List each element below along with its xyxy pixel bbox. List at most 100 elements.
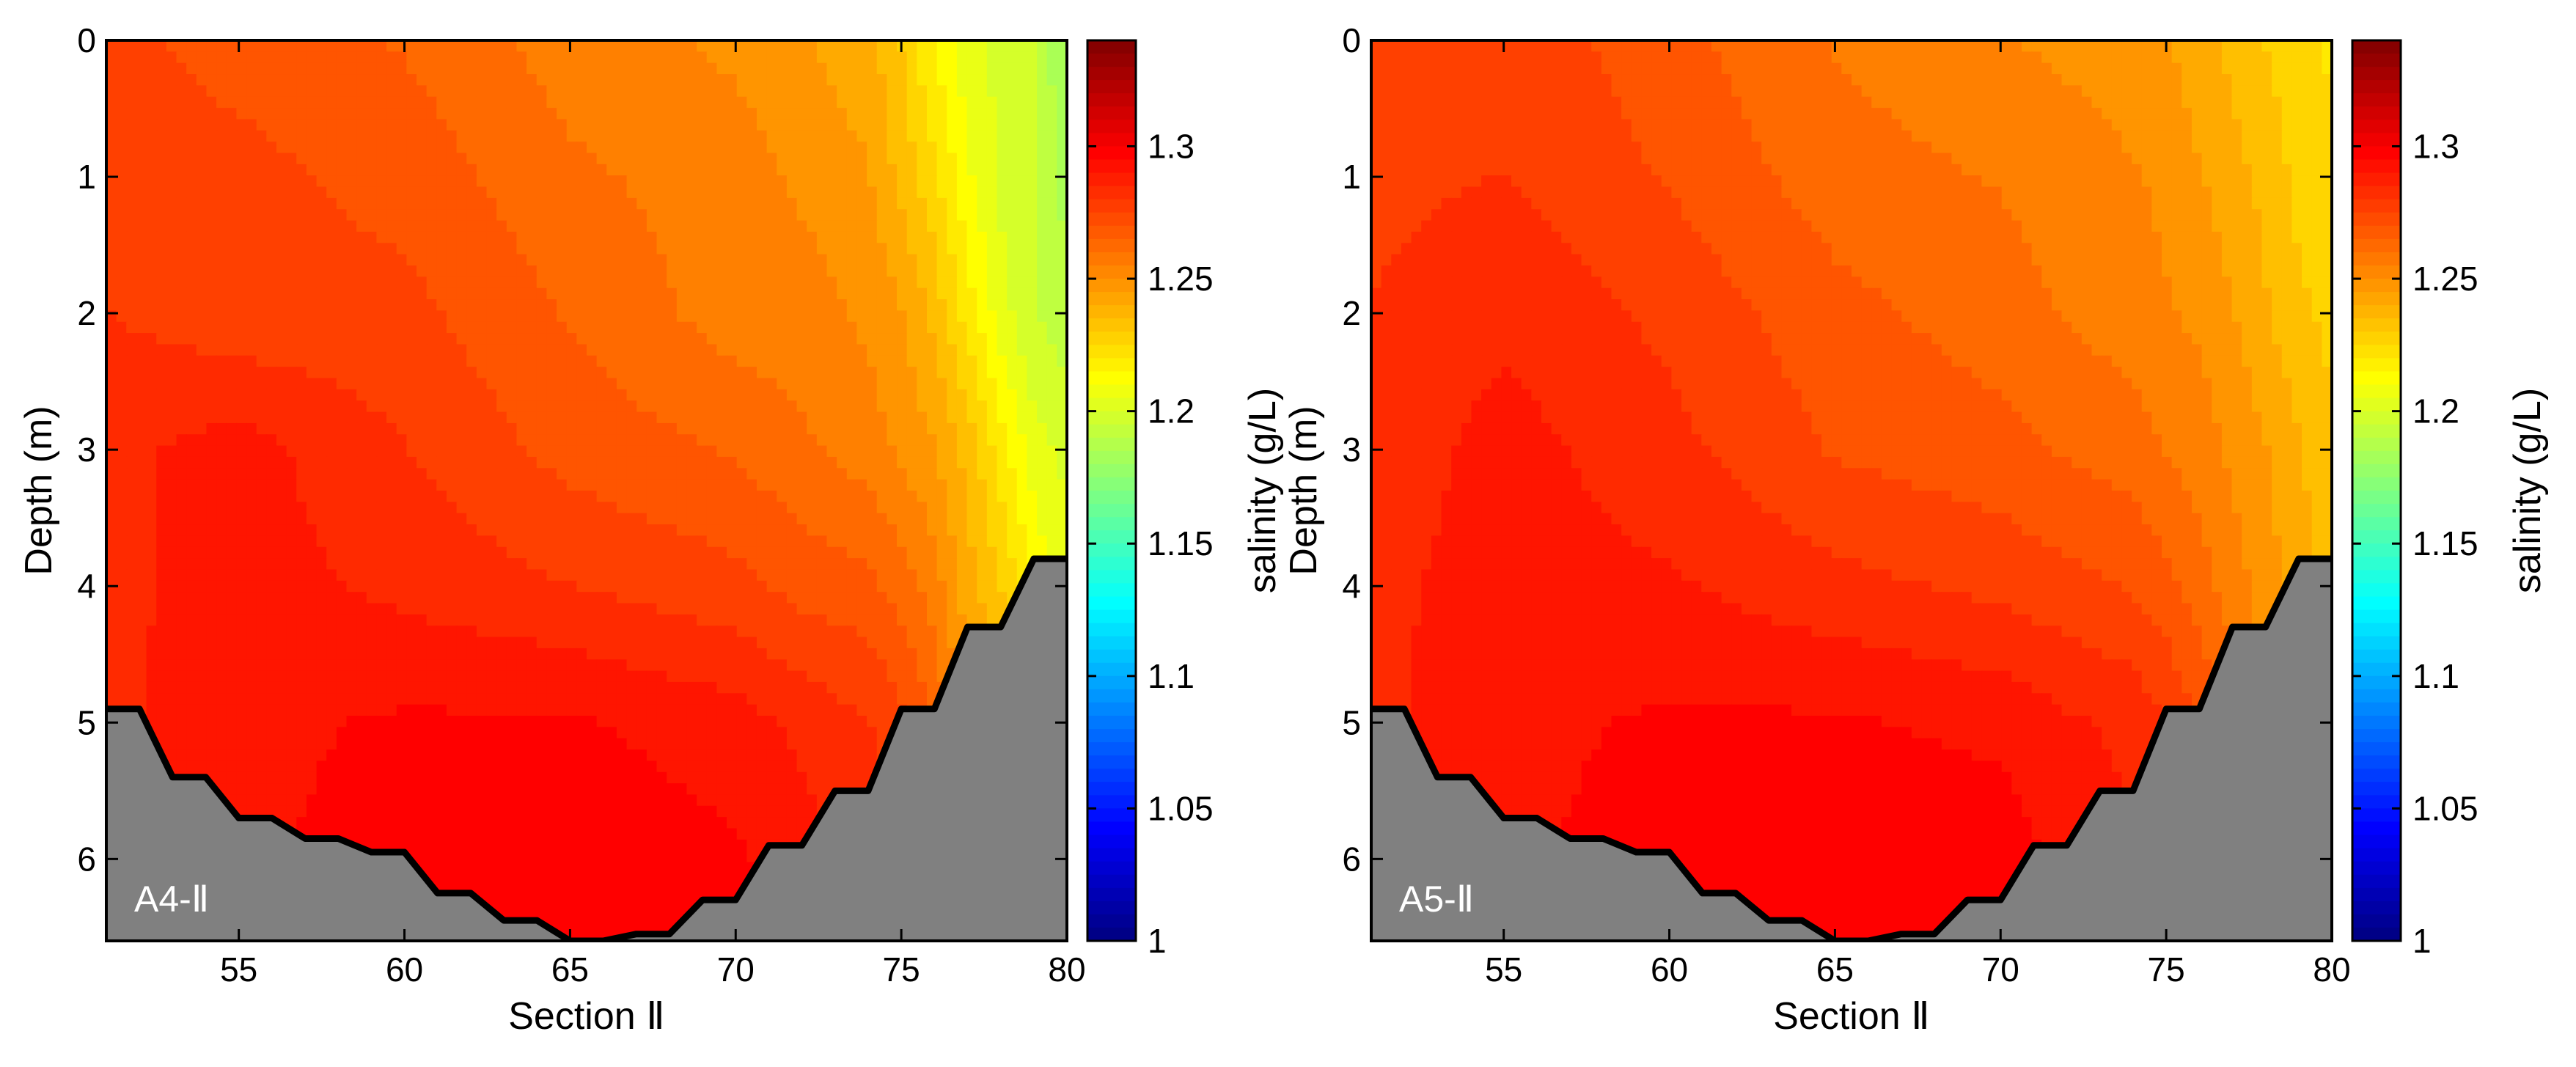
contour-cell <box>316 243 328 255</box>
contour-cell <box>156 614 167 627</box>
contour-cell <box>436 40 447 53</box>
contour-cell <box>426 580 438 593</box>
contour-cell <box>186 389 197 402</box>
contour-cell <box>196 603 208 615</box>
contour-cell <box>336 468 348 480</box>
contour-cell <box>727 569 738 582</box>
contour-cell <box>356 96 367 109</box>
contour-cell <box>956 434 968 447</box>
contour-cell <box>856 580 867 593</box>
contour-cell <box>156 220 167 232</box>
contour-cell <box>146 344 158 356</box>
contour-cell <box>727 186 738 199</box>
contour-cell <box>786 535 798 548</box>
contour-cell <box>376 231 387 244</box>
contour-cell <box>736 445 748 458</box>
contour-cell <box>986 130 998 143</box>
contour-cell <box>716 108 727 120</box>
contour-cell <box>956 153 968 165</box>
contour-cell <box>126 400 137 413</box>
contour-cell <box>766 209 778 221</box>
contour-cell <box>136 287 147 300</box>
contour-cell <box>546 400 557 413</box>
contour-cell <box>256 491 268 503</box>
contour-cell <box>166 142 177 154</box>
contour-cell <box>807 231 818 244</box>
contour-cell <box>526 153 537 165</box>
contour-cell <box>926 422 938 436</box>
contour-cell <box>1046 468 1058 480</box>
contour-cell <box>386 197 397 210</box>
contour-cell <box>777 220 788 232</box>
contour-cell <box>887 333 898 345</box>
contour-cell <box>156 142 167 154</box>
contour-cell <box>436 276 447 289</box>
contour-cell <box>636 580 647 593</box>
contour-cell <box>626 524 638 537</box>
contour-cell <box>587 355 598 368</box>
contour-cell <box>256 468 268 480</box>
contour-cell <box>856 468 867 480</box>
contour-cell <box>296 434 307 447</box>
contour-cell <box>486 85 498 98</box>
contour-cell <box>1057 389 1067 402</box>
contour-cell <box>396 108 408 120</box>
contour-cell <box>306 344 318 356</box>
contour-cell <box>436 411 447 424</box>
contour-cell <box>406 243 417 255</box>
contour-cell <box>326 580 337 593</box>
contour-cell <box>106 119 117 131</box>
contour-cell <box>947 209 958 221</box>
contour-cell <box>286 344 298 356</box>
contour-cell <box>246 321 257 334</box>
contour-cell <box>796 333 808 345</box>
contour-cell <box>587 546 598 559</box>
contour-cell <box>186 580 197 593</box>
contour-cell <box>296 142 307 154</box>
contour-cell <box>186 434 197 447</box>
contour-cell <box>336 456 348 469</box>
contour-cell <box>746 614 757 627</box>
contour-cell <box>966 411 978 424</box>
contour-cell <box>686 51 698 64</box>
contour-cell <box>266 119 277 131</box>
contour-cell <box>226 276 238 289</box>
contour-cell <box>626 287 638 300</box>
contour-cell <box>166 580 177 593</box>
contour-cell <box>636 389 647 402</box>
contour-cell <box>376 344 387 356</box>
contour-cell <box>626 142 638 154</box>
contour-cell <box>336 130 348 143</box>
contour-cell <box>366 62 378 75</box>
contour-cell <box>706 367 718 379</box>
contour-cell <box>867 40 878 53</box>
contour-cell <box>546 96 557 109</box>
contour-cell <box>1007 389 1018 402</box>
contour-cell <box>856 546 867 559</box>
contour-cell <box>476 164 488 177</box>
contour-cell <box>947 389 958 402</box>
contour-cell <box>977 142 988 154</box>
contour-cell <box>986 422 998 436</box>
contour-cell <box>766 220 778 232</box>
contour-cell <box>236 479 247 491</box>
contour-cell <box>466 535 477 548</box>
contour-cell <box>236 603 247 615</box>
contour-cell <box>1037 389 1048 402</box>
contour-cell <box>736 400 748 413</box>
contour-cell <box>406 524 417 537</box>
contour-cell <box>956 119 968 131</box>
contour-cell <box>786 456 798 469</box>
contour-cell <box>186 231 197 244</box>
contour-cell <box>727 62 738 75</box>
contour-cell <box>856 524 867 537</box>
contour-cell <box>116 74 128 87</box>
contour-cell <box>897 491 908 503</box>
contour-cell <box>326 175 337 188</box>
contour-cell <box>606 186 617 199</box>
contour-cell <box>876 333 888 345</box>
contour-cell <box>326 130 337 143</box>
contour-cell <box>796 96 808 109</box>
contour-cell <box>667 287 678 300</box>
contour-cell <box>446 153 458 165</box>
